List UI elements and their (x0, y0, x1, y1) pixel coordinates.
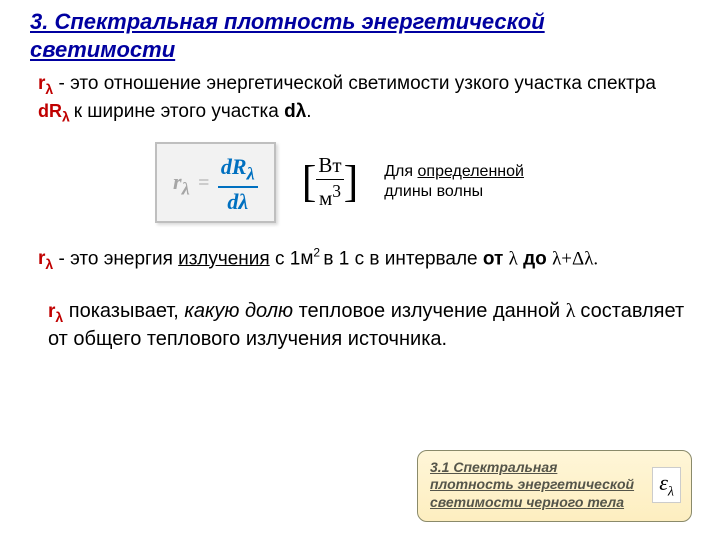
formula-denominator: dλ (218, 189, 258, 215)
para2-greek1: λ (509, 248, 518, 269)
para2-mid1: с 1 (270, 248, 301, 269)
symbol-d-lambda: dλ (284, 101, 306, 122)
units-fraction: Вт м3 (316, 153, 343, 211)
para2-pre: - это энергия (58, 248, 178, 269)
formula-box: rλ = dRλ dλ (155, 142, 276, 222)
bracket-right: ] (344, 160, 359, 204)
units-denominator: м3 (316, 181, 343, 211)
para1-text-1: - это отношение энергетической светимост… (58, 73, 655, 94)
definition-paragraph-3: rλ показывает, какую долю тепловое излуч… (48, 298, 688, 354)
definition-paragraph-1: rλ - это отношение энергетической светим… (38, 71, 690, 126)
symbol-r-lambda-3: rλ (48, 301, 63, 322)
para1-period: . (306, 101, 311, 122)
callout-text-plain: черного тела (526, 494, 624, 510)
formula-equals: = (194, 172, 213, 194)
bracket-left: [ (302, 160, 317, 204)
formula-fraction: dRλ dλ (218, 154, 258, 214)
para3-mid1: показывает, (69, 300, 185, 322)
para1-text-2: к ширине этого участка (74, 101, 284, 122)
para3-mid2: тепловое излучение данной (293, 300, 566, 322)
callout-text: 3.1 Спектральная плотность энергетическо… (430, 459, 642, 512)
para2-m2: м2 (300, 248, 323, 269)
para2-bold2: до (518, 248, 552, 269)
formula-row: rλ = dRλ dλ [ Вт м3 ] Для определенной д… (155, 142, 690, 222)
side-note-line1: Для (384, 163, 417, 180)
slide-root: 3. Спектральная плотность энергетической… (0, 0, 720, 540)
para3-emphasis: какую долю (184, 300, 293, 322)
epsilon-box: ελ (652, 467, 681, 503)
definition-paragraph-2: rλ - это энергия излучения с 1м2 в 1 с в… (38, 245, 690, 274)
symbol-dR-lambda: dRλ (38, 101, 74, 121)
units-bar (316, 179, 343, 180)
section-title: 3. Спектральная плотность энергетической… (30, 8, 690, 63)
symbol-r-lambda: rλ (38, 73, 53, 94)
side-note: Для определенной длины волны (384, 162, 524, 204)
side-note-underlined: определенной (418, 163, 524, 180)
side-note-line2: длины волны (384, 183, 483, 200)
formula-bar (218, 186, 258, 188)
callout-box[interactable]: 3.1 Спектральная плотность энергетическо… (417, 450, 692, 523)
formula-numerator: dRλ (218, 154, 258, 184)
para3-greek: λ (566, 300, 581, 322)
para2-bold1: от (483, 248, 509, 269)
units-block: [ Вт м3 ] (302, 153, 359, 211)
formula-lhs: rλ (173, 169, 190, 194)
para2-mid2: в 1 с в интервале (323, 248, 482, 269)
para2-underlined: излучения (178, 248, 270, 269)
units-numerator: Вт (316, 153, 343, 178)
symbol-r-lambda-2: rλ (38, 248, 53, 269)
para2-greek2: λ+Δλ. (552, 248, 598, 269)
